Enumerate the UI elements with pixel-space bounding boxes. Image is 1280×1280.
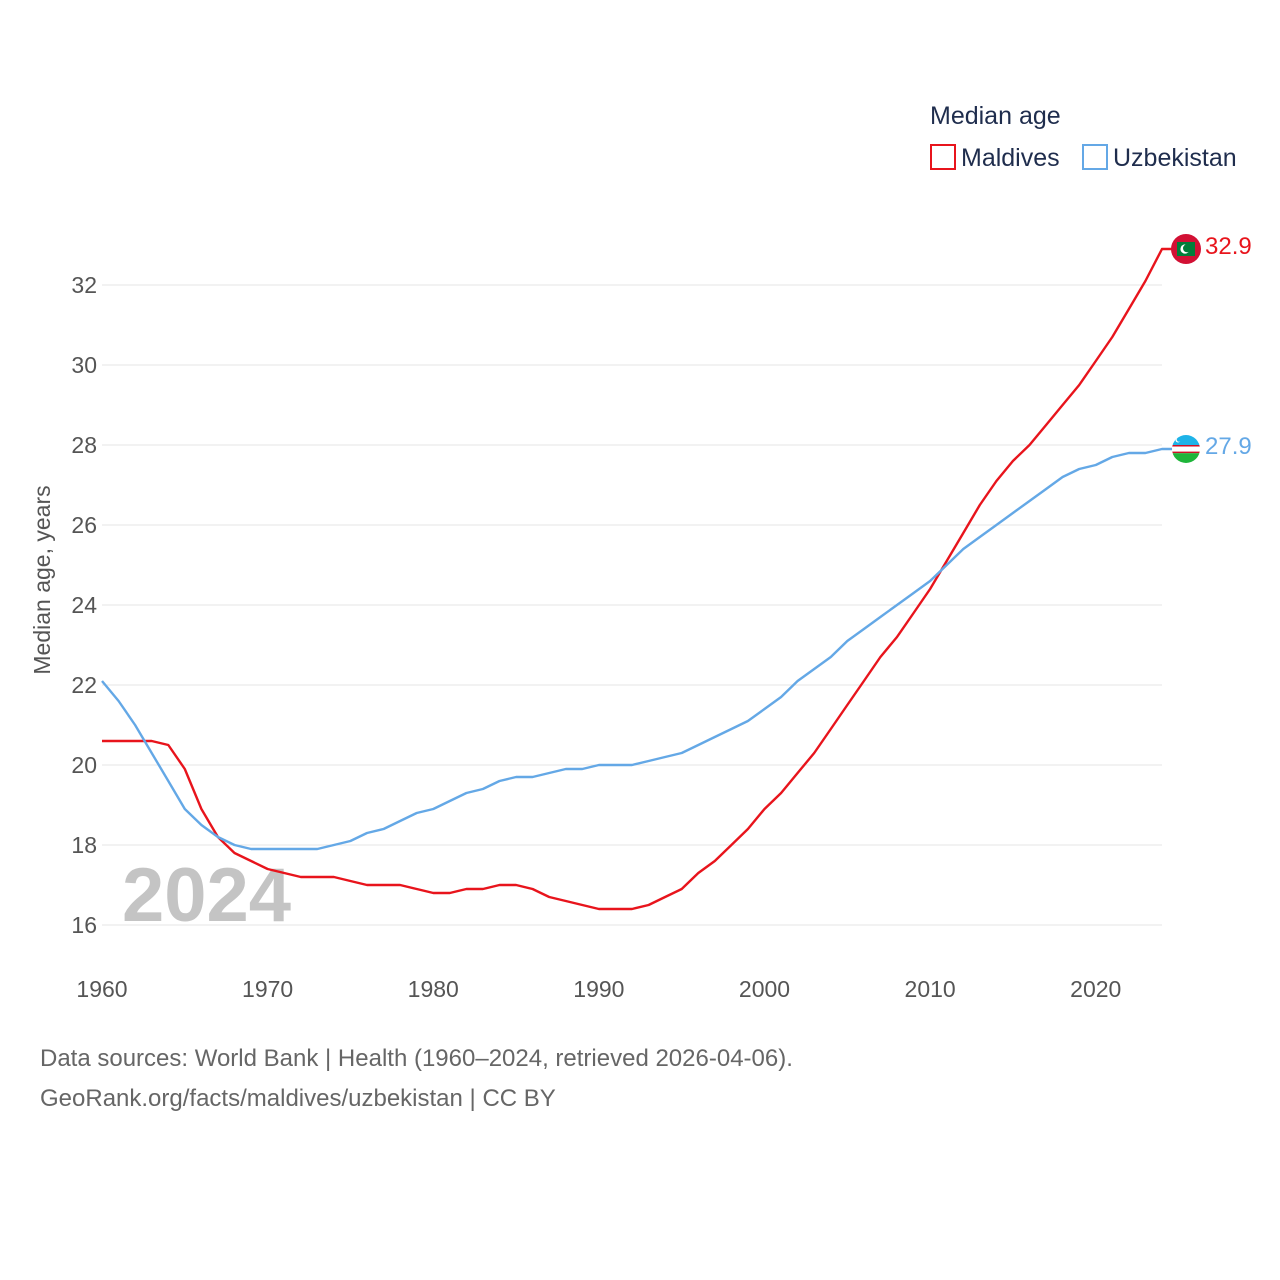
legend-label-maldives: Maldives: [961, 144, 1060, 172]
x-tick-label: 2010: [905, 976, 956, 1002]
x-tick-label: 2000: [739, 976, 790, 1002]
legend-swatch-maldives: [930, 144, 956, 170]
gridlines: [102, 284, 1162, 926]
y-tick-label: 16: [71, 912, 97, 938]
uzbekistan-end-value: 27.9: [1205, 433, 1252, 460]
y-tick-label: 28: [71, 432, 97, 458]
maldives-flag-icon: [1171, 234, 1201, 264]
data-sources-note: Data sources: World Bank | Health (1960–…: [40, 1045, 793, 1072]
series-line-uzbekistan: [101, 447, 1172, 851]
series-line-maldives: [102, 247, 1172, 911]
x-tick-label: 1960: [76, 976, 127, 1002]
legend-swatch-uzbekistan: [1082, 144, 1108, 170]
y-tick-label: 20: [71, 752, 97, 778]
y-tick-label: 18: [71, 832, 97, 858]
y-axis-tick-labels: 16 18 20 22 24 26 28 30 32: [71, 272, 97, 938]
y-tick-label: 30: [71, 352, 97, 378]
legend-title: Median age: [930, 102, 1061, 130]
x-axis-tick-labels: 1960 1970 1980 1990 2000 2010 2020: [76, 976, 1121, 1002]
median-age-chart: 16 18 20 22 24 26 28 30 32 1960 1970 1980 1990 2000 2…: [29, 102, 1252, 1002]
y-axis-title: Median age, years: [29, 485, 55, 674]
x-tick-label: 1970: [242, 976, 293, 1002]
maldives-end-value: 32.9: [1205, 233, 1252, 260]
y-tick-label: 26: [71, 512, 97, 538]
attribution-link[interactable]: GeoRank.org/facts/maldives/uzbekistan | …: [40, 1085, 556, 1112]
x-tick-label: 1990: [573, 976, 624, 1002]
x-tick-label: 1980: [408, 976, 459, 1002]
legend: Median age Maldives Uzbekistan: [930, 102, 1237, 172]
series-lines: [101, 247, 1172, 911]
y-tick-label: 32: [71, 272, 97, 298]
legend-label-uzbekistan: Uzbekistan: [1113, 144, 1237, 172]
y-tick-label: 24: [71, 592, 97, 618]
y-tick-label: 22: [71, 672, 97, 698]
x-tick-label: 2020: [1070, 976, 1121, 1002]
year-watermark: 2024: [122, 853, 291, 938]
uzbekistan-flag-icon: [1172, 435, 1200, 463]
